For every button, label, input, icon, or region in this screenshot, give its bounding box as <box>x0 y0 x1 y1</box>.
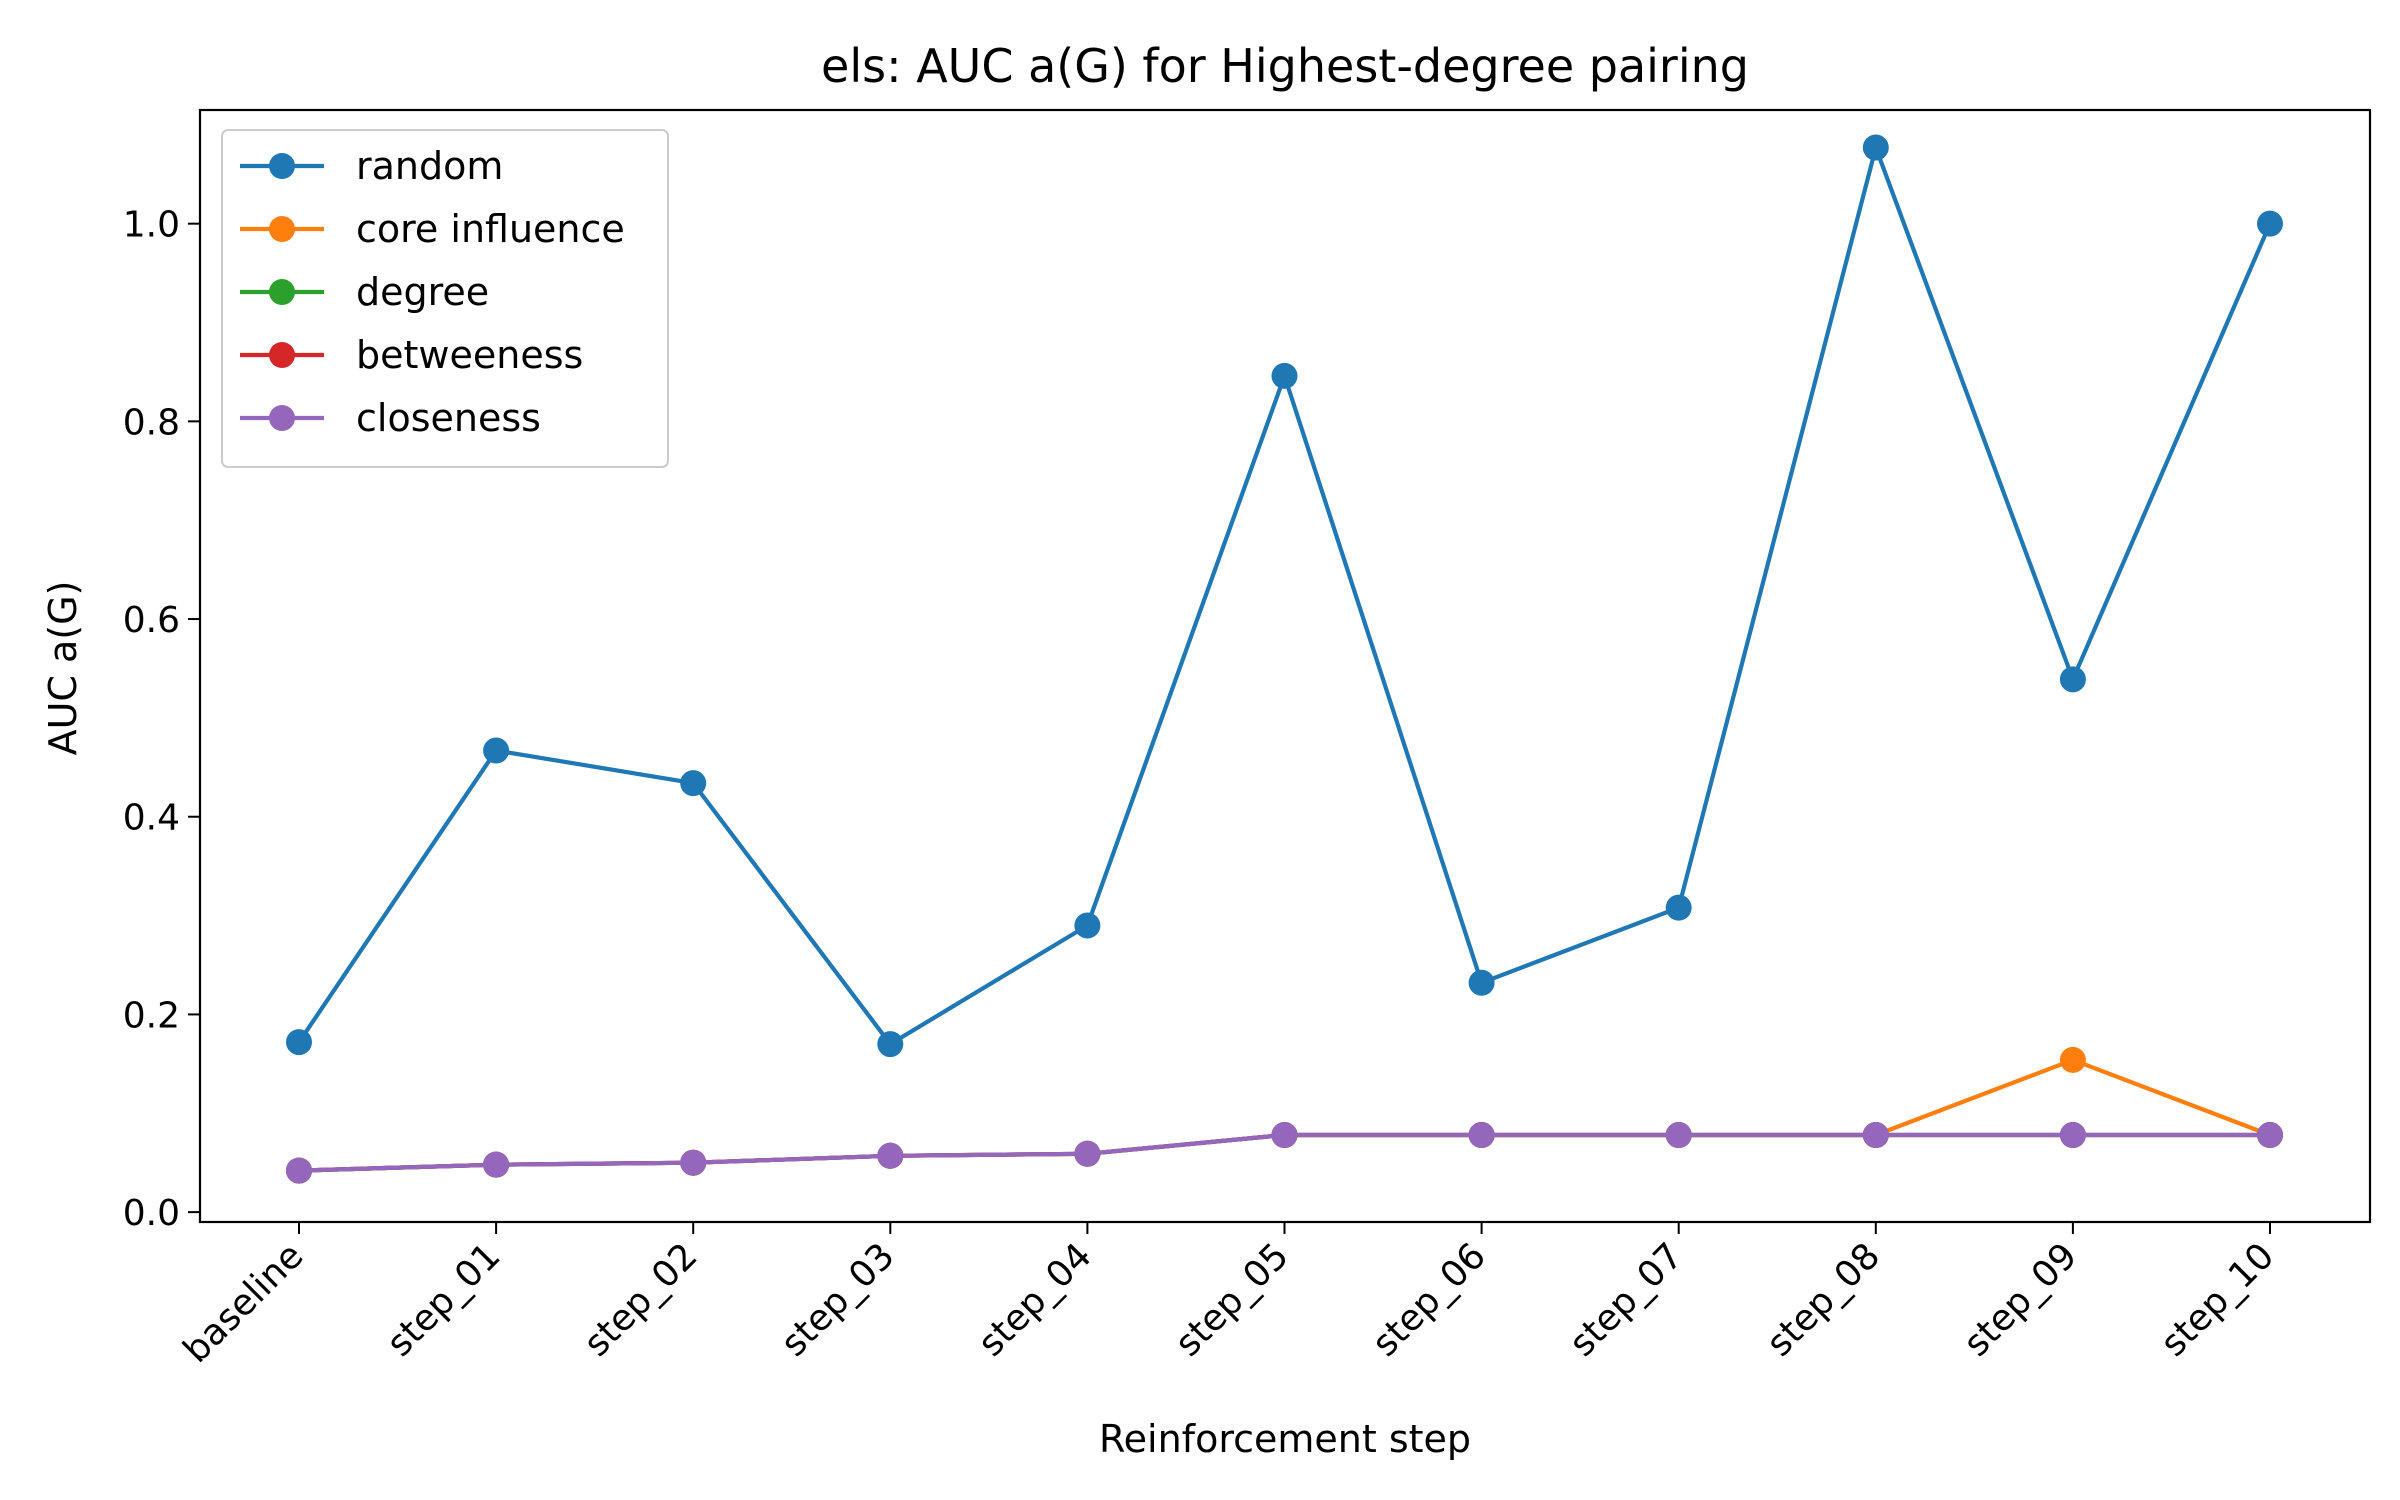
x-tick-label: step_09 <box>1956 1235 2085 1364</box>
series-closeness <box>286 1122 2283 1184</box>
data-point-core-influence <box>2059 1046 2086 1073</box>
x-tick-label: baseline <box>176 1235 312 1371</box>
data-point-closeness <box>483 1151 510 1178</box>
chart-title: els: AUC a(G) for Highest-degree pairing <box>821 39 1749 93</box>
legend-item-betweeness: betweeness <box>240 333 583 377</box>
data-point-random <box>2257 210 2283 237</box>
y-tick-label: 0.2 <box>123 995 180 1036</box>
data-point-random <box>1468 969 1495 996</box>
x-tick-label: step_03 <box>773 1235 902 1364</box>
legend-label: betweeness <box>356 333 583 377</box>
legend: random core influence degree betweeness clos… <box>221 129 669 468</box>
series-group <box>286 134 2283 1184</box>
legend-marker <box>269 153 295 179</box>
data-point-closeness <box>1665 1122 1692 1149</box>
legend-label: random <box>356 144 503 188</box>
x-tick-label: step_05 <box>1168 1235 1297 1364</box>
y-tick-label: 0.6 <box>123 600 180 641</box>
data-point-random <box>483 737 510 764</box>
data-point-random <box>1862 134 1889 161</box>
legend-label: closeness <box>356 396 541 440</box>
data-point-closeness <box>1074 1140 1101 1167</box>
y-tick-label: 0.0 <box>123 1193 180 1234</box>
data-point-closeness <box>680 1149 707 1176</box>
x-tick-label: step_08 <box>1759 1235 1888 1364</box>
x-tick-label: step_10 <box>2153 1235 2282 1364</box>
data-point-closeness <box>1862 1122 1889 1149</box>
data-point-closeness <box>877 1142 904 1169</box>
data-point-random <box>877 1031 904 1058</box>
data-point-closeness <box>1271 1122 1298 1149</box>
data-point-random <box>1271 362 1298 389</box>
legend-label: core influence <box>356 207 625 251</box>
legend-item-core-influence: core influence <box>240 207 625 251</box>
data-point-closeness <box>2059 1122 2086 1149</box>
data-point-random <box>286 1029 312 1056</box>
data-point-closeness <box>286 1157 312 1184</box>
legend-box <box>221 129 669 468</box>
legend-marker <box>269 342 295 368</box>
x-axis: baseline step_01 step_02 step_03 step_04 step… <box>176 1222 2282 1371</box>
data-point-closeness <box>1468 1122 1495 1149</box>
legend-item-random: random <box>240 144 503 188</box>
legend-item-degree: degree <box>240 270 489 314</box>
legend-marker <box>269 216 295 242</box>
y-tick-label: 1.0 <box>123 205 180 246</box>
data-point-random <box>1074 912 1101 939</box>
legend-item-closeness: closeness <box>240 396 541 440</box>
legend-marker <box>269 405 295 431</box>
y-tick-label: 0.4 <box>123 798 180 839</box>
x-tick-label: step_02 <box>576 1235 705 1364</box>
legend-marker <box>269 279 295 305</box>
y-tick-label: 0.8 <box>123 402 180 443</box>
x-axis-label: Reinforcement step <box>1099 1417 1471 1461</box>
legend-label: degree <box>356 270 489 314</box>
series-random <box>286 134 2283 1058</box>
x-tick-label: step_01 <box>379 1235 508 1364</box>
x-tick-label: step_06 <box>1365 1235 1494 1364</box>
data-point-random <box>680 770 707 797</box>
data-point-closeness <box>2257 1122 2283 1149</box>
series-line-core-influence <box>298 1057 2271 1173</box>
x-tick-label: step_07 <box>1562 1235 1691 1364</box>
y-axis: 0.0 0.2 0.4 0.6 0.8 1.0 <box>123 205 200 1234</box>
y-axis-label: AUC a(G) <box>41 581 85 756</box>
data-point-random <box>2059 666 2086 693</box>
x-tick-label: step_04 <box>971 1235 1100 1364</box>
data-point-random <box>1665 894 1692 921</box>
